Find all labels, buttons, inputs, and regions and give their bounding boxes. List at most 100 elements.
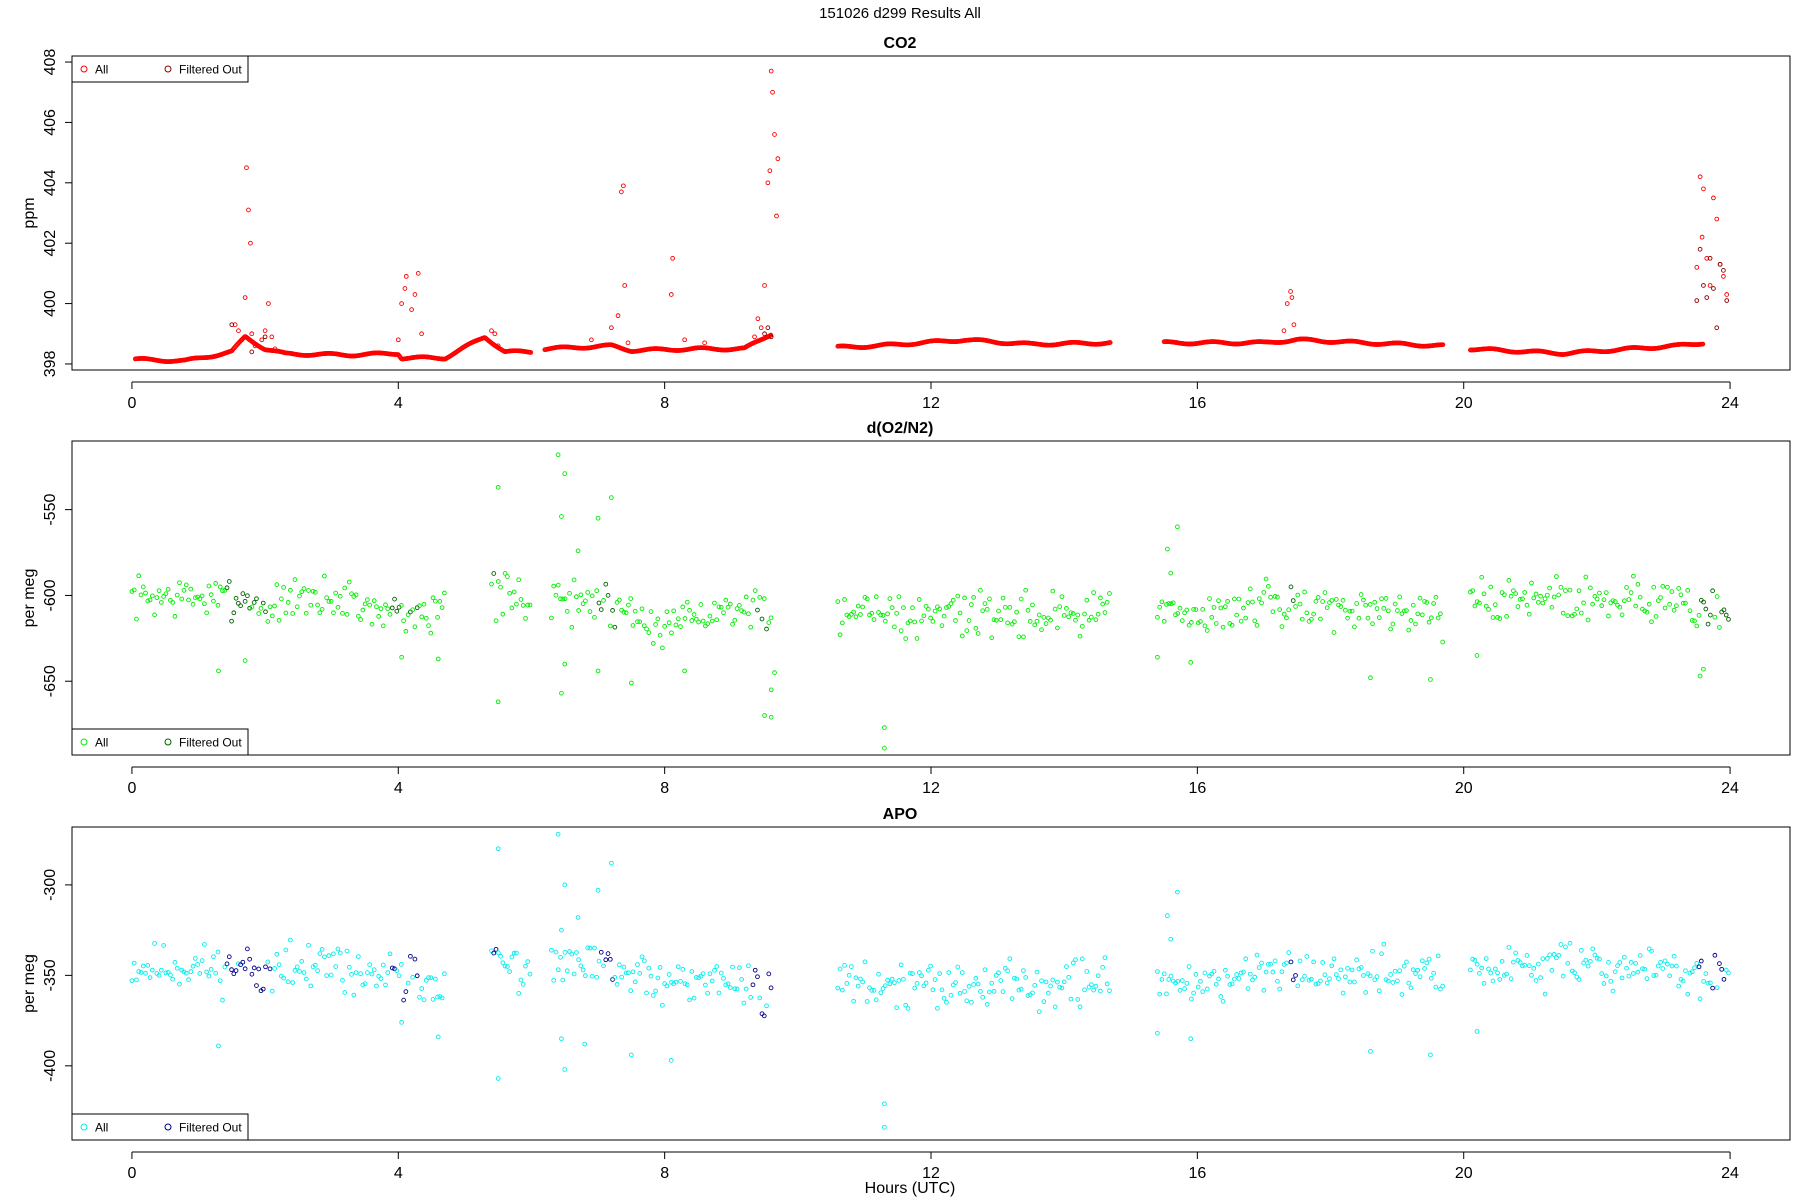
- figure-title: 151026 d299 Results All: [819, 5, 981, 22]
- data-point: [367, 962, 373, 967]
- data-point: [378, 606, 384, 612]
- data-point: [1603, 590, 1609, 595]
- data-point: [360, 607, 366, 613]
- legend-marker: [164, 738, 172, 746]
- data-point: [687, 997, 692, 1003]
- data-point: [192, 595, 198, 600]
- data-point: [1490, 978, 1496, 984]
- data-point: [678, 624, 683, 629]
- data-point: [1333, 972, 1339, 977]
- data-point: [1358, 965, 1364, 970]
- data-point: [435, 656, 441, 662]
- data-point: [939, 987, 945, 993]
- data-point: [835, 985, 841, 991]
- data-point: [1070, 960, 1076, 966]
- data-point: [328, 972, 334, 978]
- data-point: [242, 658, 248, 663]
- data-point: [1707, 283, 1713, 288]
- filtered-point: [389, 605, 395, 611]
- data-point: [923, 603, 929, 609]
- data-point: [1376, 988, 1382, 994]
- data-point: [342, 585, 348, 591]
- data-point: [1318, 978, 1323, 984]
- data-point: [272, 346, 278, 352]
- data-point: [1565, 613, 1571, 619]
- data-point: [152, 612, 157, 618]
- data-point: [1107, 591, 1112, 596]
- data-point: [594, 588, 600, 594]
- data-point: [1052, 1004, 1058, 1010]
- data-point: [186, 977, 191, 982]
- data-point: [1186, 964, 1192, 969]
- data-point: [1329, 963, 1335, 969]
- data-point: [1397, 594, 1403, 600]
- data-point: [626, 970, 631, 976]
- filtered-point: [403, 989, 409, 994]
- data-point: [842, 963, 847, 968]
- data-point: [989, 635, 995, 641]
- data-point: [660, 1002, 665, 1008]
- data-point: [1637, 953, 1643, 958]
- data-point: [528, 350, 534, 355]
- data-point: [1265, 584, 1271, 589]
- data-point: [331, 610, 336, 616]
- data-point: [682, 337, 687, 343]
- data-point: [959, 633, 965, 639]
- data-point: [1238, 618, 1244, 624]
- data-point: [1721, 274, 1726, 279]
- data-point: [283, 610, 289, 616]
- filtered-point: [493, 946, 499, 952]
- data-point: [1012, 619, 1017, 625]
- data-point: [1626, 973, 1632, 979]
- data-point: [1361, 973, 1366, 978]
- data-point: [700, 618, 706, 624]
- data-point: [1646, 601, 1652, 607]
- data-point: [1697, 673, 1703, 679]
- x-tick-label: 0: [127, 1165, 136, 1182]
- data-point: [1311, 611, 1316, 617]
- legend-marker: [80, 738, 88, 746]
- data-point: [558, 596, 563, 602]
- data-point: [1168, 936, 1174, 942]
- data-point: [179, 596, 185, 602]
- data-point: [399, 654, 404, 660]
- data-point: [1617, 604, 1623, 610]
- data-point: [1324, 980, 1330, 986]
- data-point: [595, 515, 601, 521]
- filtered-point: [1705, 621, 1711, 627]
- data-point: [495, 343, 501, 349]
- data-point: [628, 680, 634, 686]
- data-point: [1363, 990, 1369, 995]
- data-point: [1524, 953, 1530, 958]
- data-point: [419, 614, 425, 620]
- data-point: [1098, 595, 1103, 601]
- data-point: [982, 967, 988, 973]
- data-point: [294, 964, 300, 970]
- data-point: [1522, 962, 1528, 968]
- data-point: [700, 971, 706, 977]
- data-point: [1236, 976, 1242, 981]
- data-point: [259, 337, 265, 343]
- data-point: [1680, 978, 1686, 984]
- data-point: [1495, 615, 1500, 620]
- filtered-point: [491, 950, 497, 956]
- data-point: [564, 609, 570, 614]
- data-point: [1401, 963, 1407, 969]
- data-point: [509, 954, 515, 960]
- data-point: [216, 1043, 221, 1049]
- data-point: [376, 614, 382, 619]
- data-point: [439, 605, 445, 610]
- data-point: [892, 980, 897, 986]
- data-point: [523, 963, 528, 969]
- data-point: [1642, 966, 1648, 972]
- data-point: [1304, 954, 1310, 959]
- data-point: [707, 971, 713, 977]
- data-point: [1517, 597, 1523, 602]
- data-point: [220, 588, 225, 594]
- data-point: [1061, 613, 1067, 618]
- data-point: [1070, 611, 1076, 616]
- data-point: [1631, 573, 1636, 579]
- data-point: [896, 594, 902, 600]
- data-point: [272, 966, 277, 971]
- data-point: [520, 982, 526, 987]
